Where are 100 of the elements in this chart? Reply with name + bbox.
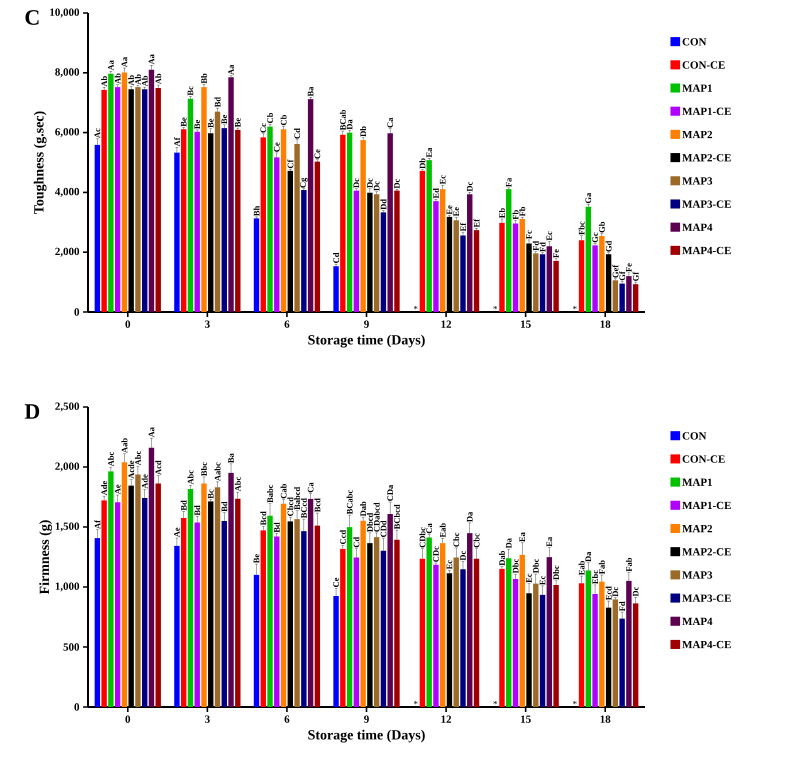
bar (114, 502, 120, 707)
legend-label: MAP4-CE (682, 640, 731, 648)
bar (540, 594, 546, 707)
data-label: Abc (108, 452, 114, 466)
data-label: Cf (287, 160, 294, 168)
bar (308, 99, 314, 312)
legend-label: MAP2 (682, 524, 712, 532)
data-label: Dc (612, 587, 618, 597)
bar (612, 599, 618, 707)
data-label: Ec (540, 576, 546, 585)
text: * (493, 306, 498, 310)
x-tick-label: 0 (125, 320, 130, 328)
data-label: Ec (526, 574, 532, 583)
data-label: Bb (201, 74, 207, 84)
bar (474, 230, 480, 312)
data-label: Cab (280, 484, 287, 498)
bar (520, 554, 525, 707)
bar (599, 236, 605, 312)
bar (340, 134, 346, 312)
data-label: Gf (632, 272, 639, 281)
bar (533, 584, 538, 707)
legend-label: MAP2-CE (682, 154, 731, 162)
data-label: Cb (280, 115, 287, 126)
data-label: Ca (426, 523, 432, 534)
bar (254, 574, 260, 707)
data-label: Ac (94, 128, 100, 138)
data-label: Da (585, 552, 592, 562)
bar (148, 70, 154, 312)
legend-label: CON (682, 38, 706, 46)
bar (460, 569, 466, 707)
data-label: Ce (274, 142, 280, 152)
data-label: Db (360, 126, 366, 137)
bar (626, 276, 632, 312)
data-label: Fd (540, 242, 546, 252)
data-label: Bd (194, 505, 200, 516)
bar (101, 500, 107, 707)
data-label: Dbcd (366, 512, 373, 532)
x-tick-label: 6 (284, 716, 290, 723)
bar (387, 514, 393, 707)
data-label: Dc (367, 178, 373, 188)
text: * (493, 700, 498, 704)
data-label: Dc (374, 181, 380, 191)
data-label: Aabc (214, 462, 220, 481)
data-label: Gef (612, 264, 618, 278)
y-axis-title: Toughness (g.sec) (34, 111, 47, 214)
legend-label: CON-CE (682, 455, 725, 463)
legend-label: MAP3-CE (682, 594, 731, 602)
bar (533, 253, 538, 312)
bar (632, 603, 638, 707)
bar (380, 550, 386, 707)
y-tick-label: 8,000 (55, 68, 80, 78)
data-label: Bd (180, 500, 187, 510)
bar (499, 568, 505, 707)
bar (188, 488, 194, 707)
bar (148, 448, 154, 707)
bar (94, 538, 100, 707)
data-label: Bc (188, 86, 194, 96)
bar (156, 484, 161, 707)
y-tick-label: 2,000 (55, 248, 80, 257)
data-label: Babc (267, 484, 273, 503)
bar (260, 137, 266, 312)
bar (592, 594, 598, 707)
data-label: Be (234, 118, 241, 128)
data-label: Babcd (294, 486, 300, 510)
bar (214, 112, 220, 312)
data-label: Fb (519, 206, 526, 216)
bar (460, 235, 466, 312)
legend-label: CON-CE (682, 61, 725, 69)
data-label: Ec (440, 175, 446, 184)
bar (142, 498, 148, 707)
data-label: Fa (506, 178, 512, 187)
y-tick-label: 4,000 (55, 188, 80, 197)
bar (632, 284, 638, 312)
text: * (414, 306, 418, 310)
data-label: CDabcd (374, 502, 380, 532)
data-label: Ba (228, 453, 234, 463)
x-tick-label: 15 (521, 716, 531, 723)
data-label: Cd (294, 128, 300, 139)
bar (280, 129, 286, 312)
y-tick-label: 0 (74, 703, 80, 711)
bar (346, 527, 352, 707)
bar (314, 162, 320, 312)
data-label: Ba (308, 86, 314, 96)
bar (454, 557, 459, 707)
legend-label: MAP4 (682, 618, 712, 625)
data-label: Da (506, 538, 512, 548)
data-label: Ec (446, 560, 452, 570)
data-label: Aa (148, 54, 154, 64)
bar (619, 618, 625, 707)
bar (294, 519, 300, 707)
bar (592, 245, 598, 312)
data-label: Gb (598, 222, 605, 232)
data-label: Abc (134, 450, 141, 466)
data-label: Bd (221, 502, 228, 512)
bar (333, 596, 339, 707)
data-label: Fe (553, 249, 559, 258)
data-label: Ea (546, 536, 552, 547)
bar (346, 132, 352, 312)
data-label: Ae (174, 528, 180, 538)
bar (301, 190, 307, 312)
